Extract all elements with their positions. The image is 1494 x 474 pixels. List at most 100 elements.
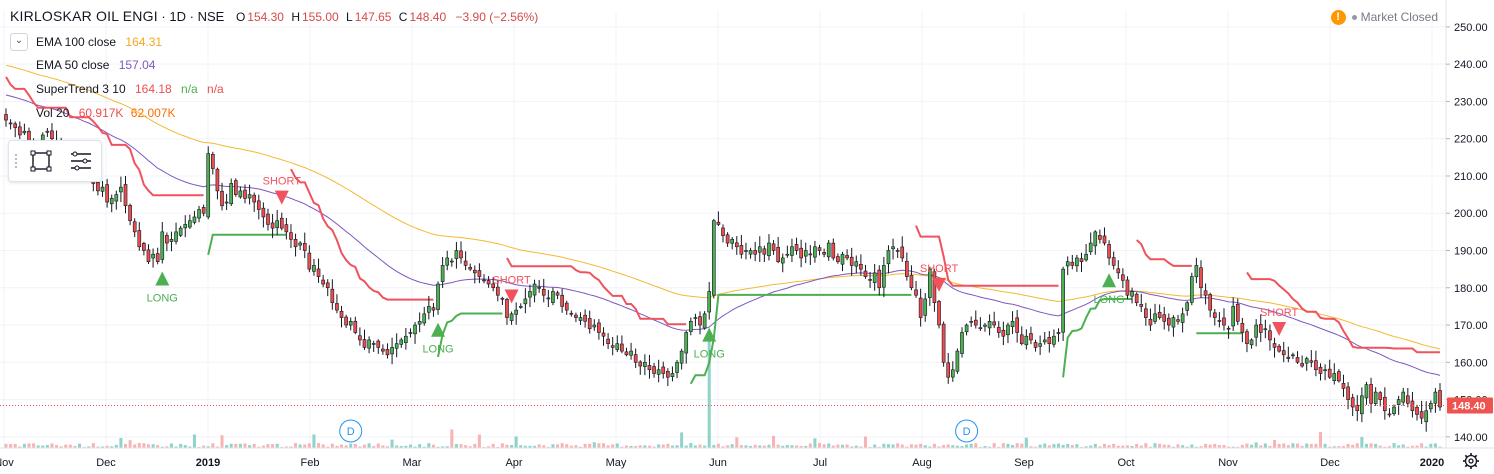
time-tick-label: Dec <box>1320 457 1340 469</box>
candle-body <box>716 221 721 225</box>
warning-icon[interactable]: ! <box>1330 10 1346 26</box>
volume-bar <box>1309 444 1313 448</box>
candle-body <box>946 362 951 378</box>
indicator-ema100[interactable]: ⌄ EMA 100 close 164.31 <box>10 33 162 52</box>
candle-body <box>183 224 188 229</box>
volume-bar <box>1098 446 1102 448</box>
candle-body <box>256 200 261 210</box>
candle-body <box>491 283 496 289</box>
candle-body <box>445 257 450 266</box>
volume-bar <box>1406 446 1410 448</box>
candle-body <box>284 224 289 233</box>
interval: 1D <box>169 9 186 24</box>
symbol-name[interactable]: KIRLOSKAR OIL ENGI <box>10 8 158 24</box>
volume-bar <box>707 336 711 448</box>
volume-bar <box>946 444 950 448</box>
volume-bar <box>188 446 192 448</box>
volume-bar <box>482 446 486 448</box>
drag-handle-icon[interactable] <box>14 153 18 169</box>
volume-bar <box>123 443 128 448</box>
volume-bar <box>142 443 146 448</box>
volume-bar <box>868 446 872 448</box>
candle-body <box>794 244 799 251</box>
volume-bar <box>1383 446 1387 448</box>
price-axis: 140.00150.00160.00170.00180.00190.00200.… <box>1445 0 1494 474</box>
candle-body <box>882 265 886 288</box>
candle-body <box>1144 308 1148 318</box>
candle-body <box>1318 366 1323 374</box>
volume-bar <box>831 445 835 448</box>
volume-bar <box>726 445 730 448</box>
volume-bar <box>776 444 780 448</box>
volume-bar <box>427 443 431 448</box>
time-tick-label: May <box>606 457 627 469</box>
volume-bar <box>753 444 757 448</box>
candle-body <box>1029 333 1033 341</box>
volume-bar <box>804 445 808 448</box>
volume-bar <box>1410 445 1414 448</box>
candle-body <box>1231 306 1235 327</box>
volume-bar <box>1268 445 1272 448</box>
candle-body <box>523 298 528 305</box>
volume-bar <box>1176 444 1180 448</box>
candle-body <box>1171 317 1176 328</box>
volume-bar <box>179 443 183 448</box>
volume-bar <box>1034 446 1038 448</box>
candle-body <box>643 361 647 367</box>
volume-bar <box>59 446 63 448</box>
candle-body <box>689 320 693 332</box>
candle-body <box>1121 274 1125 281</box>
settings-lines-icon[interactable] <box>67 147 95 175</box>
candle-body <box>1424 410 1429 423</box>
candle-body <box>160 231 165 260</box>
rectangle-tool-icon[interactable] <box>27 147 55 175</box>
volume-bar <box>73 445 77 448</box>
candle-body <box>1323 369 1327 372</box>
volume-bar <box>468 446 472 448</box>
drawing-toolbox[interactable] <box>8 140 102 182</box>
candle-body <box>615 343 620 350</box>
volume-bar <box>1222 445 1226 448</box>
volume-bar <box>546 446 550 448</box>
volume-bar <box>1185 446 1189 448</box>
candle-body <box>1001 329 1006 337</box>
volume-bar <box>1001 443 1005 448</box>
volume-bar <box>192 434 196 448</box>
volume-bar <box>1438 446 1442 448</box>
indicator-supertrend[interactable]: SuperTrend 3 10 164.18 n/a n/a <box>36 82 224 96</box>
volume-bar <box>1038 444 1042 448</box>
candle-body <box>1254 324 1258 338</box>
market-status[interactable]: ! Market Closed <box>1330 10 1438 26</box>
volume-bar <box>822 444 826 448</box>
candle-body <box>1006 324 1010 336</box>
candle-body <box>923 298 928 316</box>
volume-bar <box>606 445 610 448</box>
volume-bar <box>896 443 900 448</box>
candle-body <box>969 320 974 323</box>
volume-bar <box>588 443 592 448</box>
volume-bar <box>381 445 385 448</box>
candle-body <box>1056 332 1061 334</box>
volume-bar <box>634 445 638 448</box>
candle-body <box>312 265 316 272</box>
volume-bar <box>1401 444 1405 448</box>
gear-icon[interactable] <box>1462 452 1480 470</box>
volume-bar <box>160 446 164 448</box>
candle-body <box>670 373 675 377</box>
volume-bar <box>675 445 679 448</box>
candle-body <box>1015 317 1019 333</box>
indicator-ema50[interactable]: EMA 50 close 157.04 <box>36 58 156 72</box>
volume-bar <box>1194 446 1198 448</box>
candle-body <box>964 324 969 333</box>
candle-body <box>831 242 836 259</box>
candle-body <box>468 266 473 270</box>
volume-bar <box>533 445 537 448</box>
candle-body <box>431 307 436 311</box>
collapse-chevron-icon[interactable]: ⌄ <box>10 33 28 51</box>
candle-body <box>123 184 128 207</box>
supertrend-down-line <box>506 257 687 326</box>
time-tick-label: Dec <box>96 457 116 469</box>
indicator-volume[interactable]: Vol 20 60.917K 62.007K <box>36 106 176 120</box>
volume-bar <box>1093 443 1097 448</box>
